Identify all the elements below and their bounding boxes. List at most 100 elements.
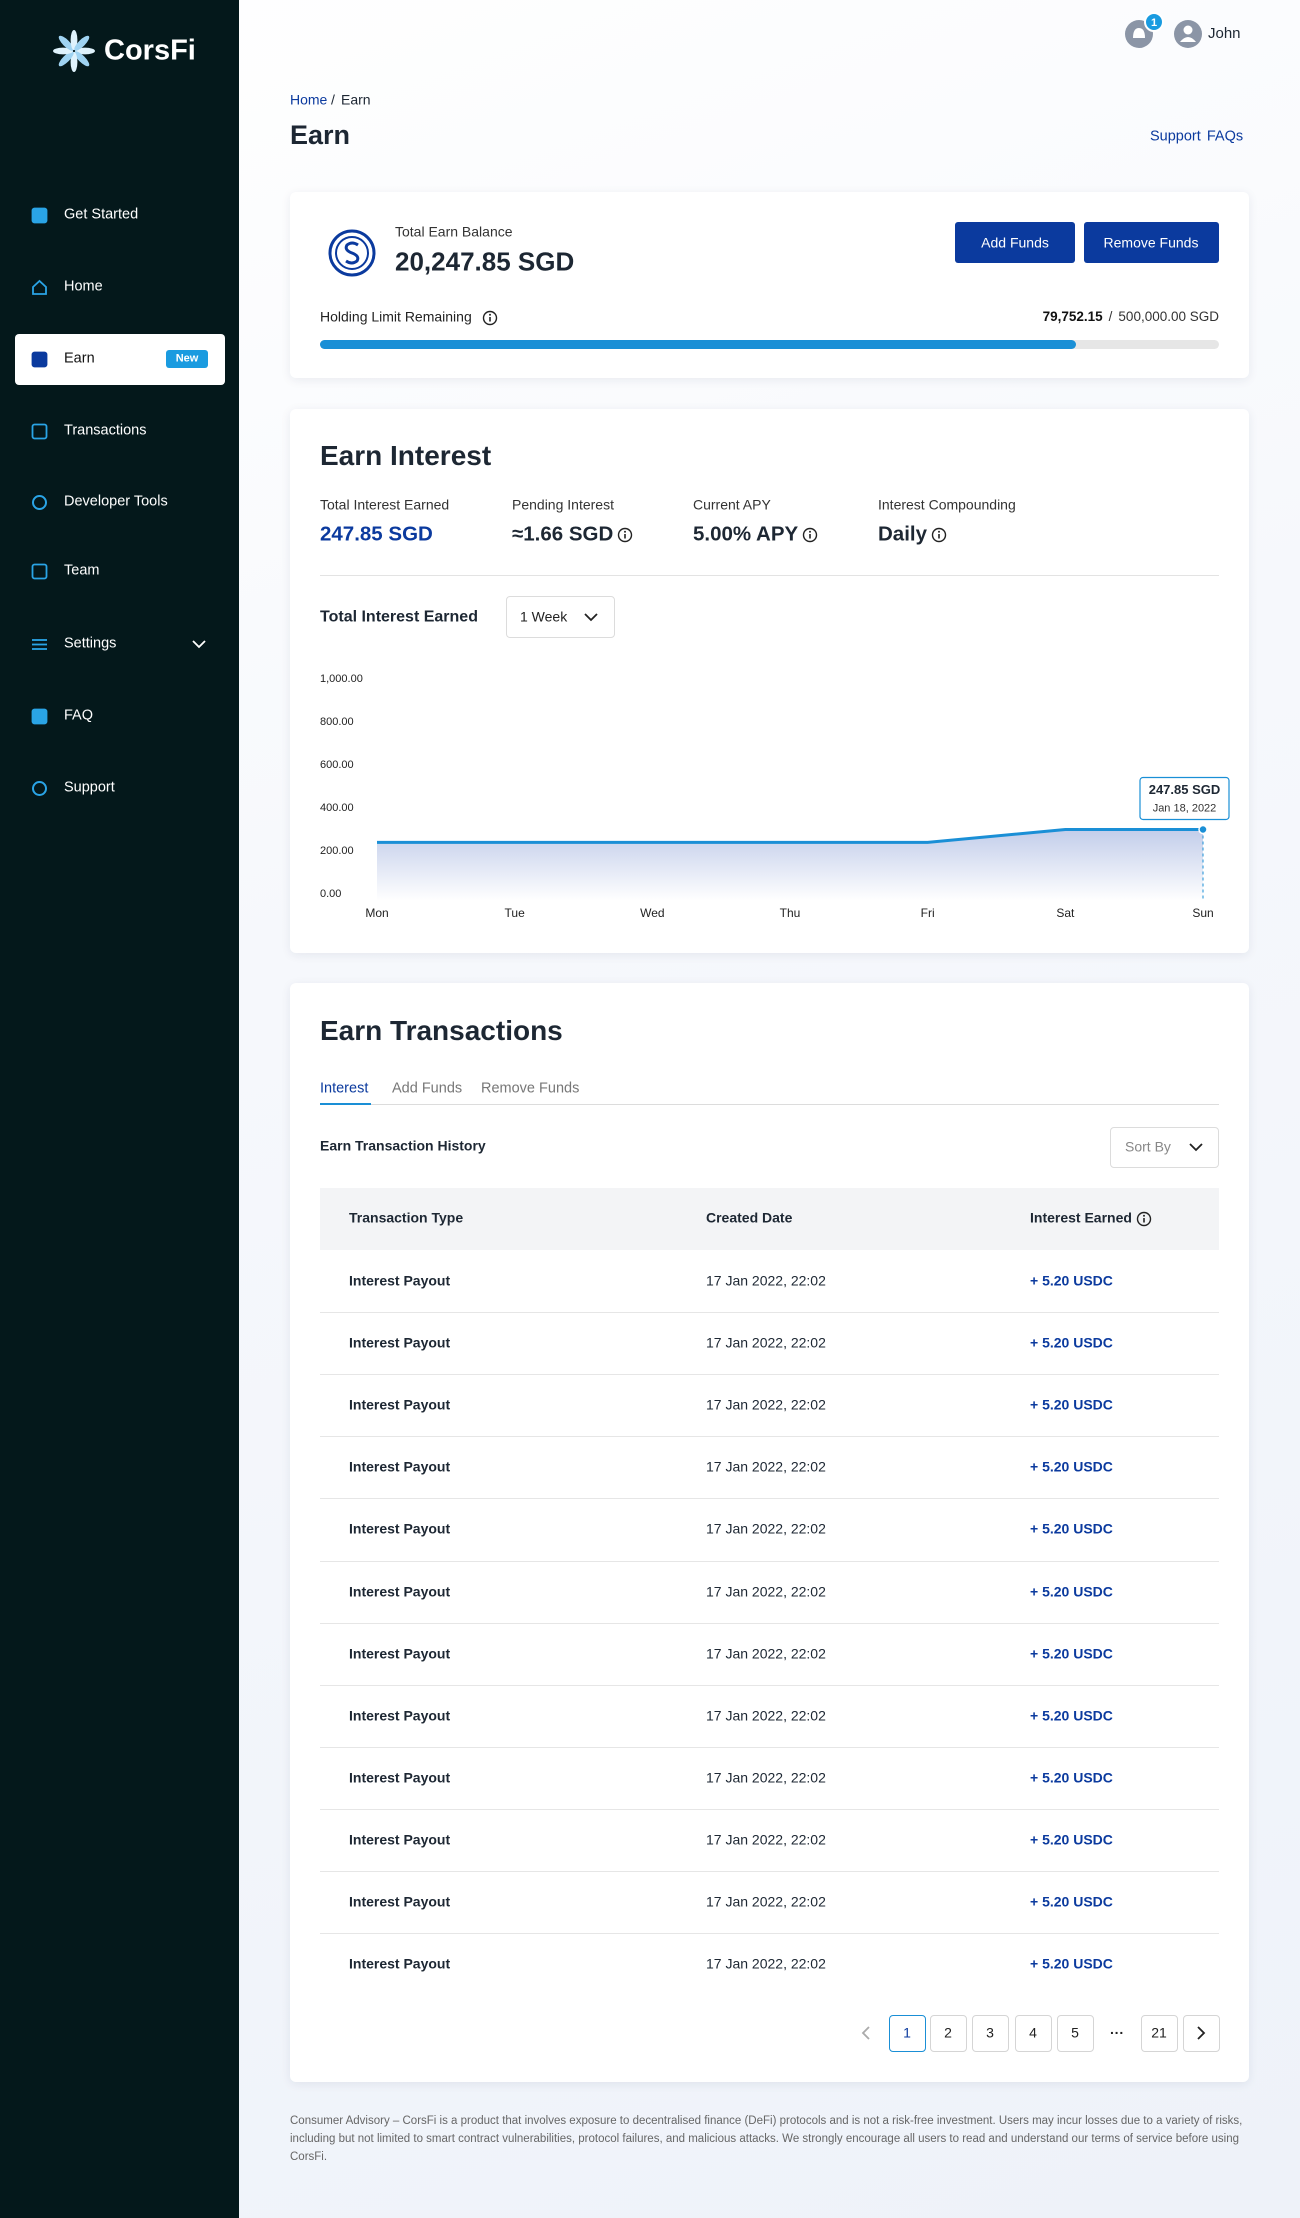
nav-item[interactable]: Settings [64, 635, 117, 652]
tab[interactable]: Interest [320, 1080, 369, 1097]
column-header: Interest Earned [1030, 1209, 1132, 1226]
logo-text: CorsFi [104, 34, 196, 67]
breadcrumb-current: Earn [341, 91, 371, 108]
tab[interactable]: Remove Funds [481, 1080, 580, 1097]
row-divider [320, 1808, 1219, 1810]
row-divider [320, 1622, 1219, 1624]
coin-icon [328, 229, 376, 277]
tab[interactable]: Add Funds [392, 1080, 463, 1097]
button-label[interactable]: Remove Funds [1103, 234, 1199, 251]
page-next[interactable] [1183, 2015, 1220, 2052]
nav-item[interactable]: FAQ [64, 707, 94, 724]
chevron [1197, 2026, 1206, 2040]
nav-icon [31, 563, 48, 580]
user-name[interactable]: John [1208, 25, 1241, 42]
holding-remaining: 79,752.15 [1042, 308, 1103, 324]
button-label[interactable]: Add Funds [981, 234, 1049, 251]
page-button[interactable] [972, 2015, 1009, 2052]
row-divider [320, 1312, 1219, 1314]
info-icon [482, 310, 498, 326]
logo-icon [53, 30, 95, 72]
chevron [584, 613, 598, 622]
logo-petal [58, 51, 74, 67]
icon-box [31, 207, 48, 224]
top-link[interactable]: FAQs [1206, 128, 1244, 145]
nav-item[interactable]: Team [64, 562, 100, 579]
chevron-icon [1197, 2026, 1206, 2040]
page-number[interactable]: 2 [944, 2024, 952, 2041]
column-header: Transaction Type [349, 1209, 464, 1226]
avatar-head [1183, 25, 1193, 35]
table-cell: 17 Jan 2022, 22:02 [706, 1396, 826, 1413]
nav-item[interactable]: Support [64, 779, 115, 796]
page-button[interactable] [930, 2015, 967, 2052]
page-number[interactable]: 4 [1029, 2024, 1037, 2041]
row-divider [320, 1560, 1219, 1562]
table-cell: + 5.20 USDC [1030, 1520, 1113, 1537]
nav-item[interactable]: Transactions [64, 422, 147, 439]
nav-icon [31, 207, 48, 224]
nav-item[interactable]: Developer Tools [64, 493, 168, 510]
row-divider [320, 1684, 1219, 1686]
top-link[interactable]: Support [1150, 128, 1201, 145]
breadcrumb-home[interactable]: Home [290, 91, 328, 108]
info-ring [617, 527, 633, 543]
info-icon [617, 527, 633, 543]
table-cell: + 5.20 USDC [1030, 1645, 1113, 1662]
tab-baseline [320, 1104, 1219, 1105]
info-icon [802, 527, 818, 543]
page-button[interactable] [889, 2015, 926, 2052]
page-number[interactable]: 5 [1071, 2024, 1079, 2041]
remove-funds-button[interactable] [1084, 222, 1219, 263]
notif-count: 1 [1151, 17, 1157, 29]
chevron [1189, 1143, 1203, 1152]
table-cell: Interest Payout [349, 1893, 451, 1910]
table-cell: + 5.20 USDC [1030, 1458, 1113, 1475]
logo-petal [75, 47, 95, 55]
row-divider [320, 1746, 1219, 1748]
holding-limit: 500,000.00 SGD [1118, 308, 1219, 324]
y-tick-label: 200.00 [320, 845, 354, 857]
period-dropdown[interactable] [506, 596, 615, 638]
column-header: Created Date [706, 1209, 793, 1226]
chevron-icon [861, 2026, 870, 2040]
add-funds-button[interactable] [955, 222, 1075, 263]
logo-petal [53, 47, 73, 55]
sort-dropdown[interactable] [1110, 1127, 1219, 1168]
period-value: 1 Week [520, 608, 568, 625]
divider [320, 575, 1219, 576]
page-title: Earn [290, 119, 351, 150]
nav-item[interactable]: Home [64, 278, 103, 295]
holding-values: 79,752.15 / 500,000.00 SGD [1043, 309, 1219, 325]
x-tick-label: Wed [640, 906, 664, 920]
table-cell: Interest Payout [349, 1769, 451, 1786]
table-cell: Interest Payout [349, 1707, 451, 1724]
page-button[interactable] [1057, 2015, 1094, 2052]
nav-item[interactable]: Earn [64, 350, 95, 367]
icon-box [31, 563, 48, 580]
page-button[interactable] [1015, 2015, 1052, 2052]
info-ring [802, 527, 818, 543]
info-dot [938, 530, 940, 533]
tooltip-box [1139, 776, 1230, 821]
table-cell: + 5.20 USDC [1030, 1955, 1113, 1972]
tooltip-title: 247.85 SGD [1149, 782, 1221, 797]
table-cell: 17 Jan 2022, 22:02 [706, 1334, 826, 1351]
page-number[interactable]: 21 [1151, 2024, 1167, 2041]
page-number[interactable]: 3 [986, 2024, 994, 2041]
chevron [861, 2026, 870, 2040]
row-divider [320, 1498, 1219, 1500]
nav-item[interactable]: Get Started [64, 206, 139, 223]
page-number[interactable]: 1 [903, 2024, 911, 2041]
stat-label: Interest Compounding [878, 496, 1016, 513]
header-icons: 1 [1125, 12, 1202, 48]
chevron [192, 640, 206, 649]
y-tick-label: 0.00 [320, 888, 341, 900]
nav-icon [32, 495, 47, 510]
breadcrumb-sep: / [331, 91, 335, 108]
page-button[interactable] [1141, 2015, 1178, 2052]
icon-ring [32, 495, 47, 510]
sort-label: Sort By [1125, 1138, 1171, 1155]
table-cell: 17 Jan 2022, 22:02 [706, 1458, 826, 1475]
